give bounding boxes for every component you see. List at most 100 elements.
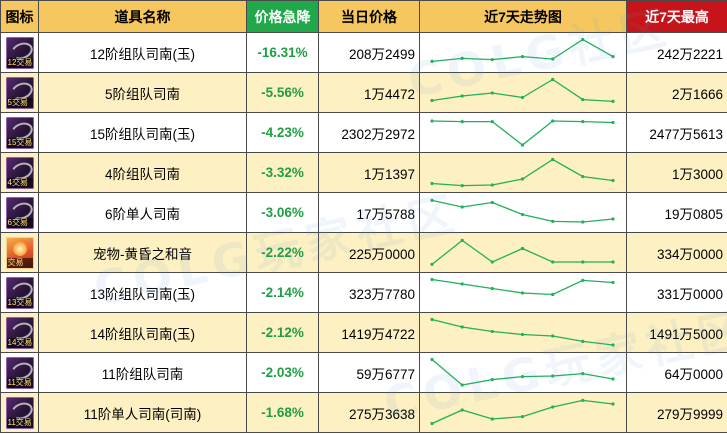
trend-line	[431, 399, 614, 424]
header-row: 图标 道具名称 价格急降 当日价格 近7天走势图 近7天最高	[0, 0, 727, 33]
trend-point	[581, 174, 585, 178]
icon-tag-label: 15交易	[6, 137, 33, 148]
trend-point	[520, 54, 525, 58]
trend-point	[611, 216, 615, 221]
trend-sparkline	[430, 398, 615, 425]
item-name: 4阶组队司南	[38, 152, 247, 193]
trend-point	[490, 90, 494, 95]
price-change: -3.32%	[246, 152, 319, 193]
trend-point	[520, 332, 525, 336]
trend-point	[581, 398, 585, 402]
column-header-trend: 近7天走势图	[419, 0, 627, 33]
current-price: 1万1397	[318, 152, 420, 193]
table-row: 5交易 5阶组队司南 -5.56% 1万4472 2万1666	[0, 72, 727, 113]
current-price: 59万6777	[318, 352, 420, 393]
trend-point	[551, 77, 555, 81]
trend-point	[430, 357, 434, 361]
trend-point	[551, 292, 555, 296]
gear-icon: 5交易	[5, 76, 34, 109]
price-change: -2.03%	[246, 352, 319, 393]
current-price: 225万0000	[318, 232, 420, 273]
pet-icon: 交易	[5, 236, 34, 269]
trend-sparkline	[430, 238, 615, 266]
table-row: 13交易 13阶组队司南(玉) -2.14% 323万7780 331万0000	[0, 272, 727, 313]
current-price: 2302万2972	[318, 112, 420, 153]
trend-line	[431, 358, 614, 386]
icon-cell: 4交易	[0, 152, 39, 193]
max-price-7d: 1万3000	[626, 152, 727, 193]
trend-point	[581, 259, 585, 264]
item-name: 5阶组队司南	[38, 72, 247, 113]
icon-tag-label: 11交易	[6, 377, 33, 388]
trend-point	[490, 200, 494, 204]
trend-point	[611, 280, 615, 284]
trend-point	[520, 212, 525, 216]
trend-point	[490, 329, 494, 333]
icon-cell: 11交易	[0, 352, 39, 393]
trend-point	[611, 342, 615, 347]
icon-cell: 5交易	[0, 72, 39, 113]
gear-icon: 13交易	[5, 276, 34, 309]
trend-point	[611, 99, 615, 103]
trend-point	[460, 238, 464, 242]
trend-cell	[419, 232, 627, 273]
trend-sparkline	[430, 77, 615, 103]
trend-point	[430, 98, 434, 102]
trend-point	[551, 157, 555, 161]
trend-point	[490, 57, 494, 61]
trend-cell	[419, 352, 627, 393]
trend-sparkline	[430, 277, 615, 296]
trend-point	[581, 371, 585, 375]
trend-point	[520, 95, 525, 99]
trend-sparkline	[430, 317, 615, 347]
table-body: 12交易 12阶组队司南(玉) -16.31% 208万2499 242万2221 5交易…	[0, 32, 727, 433]
trend-point	[430, 317, 434, 321]
current-price: 1万4472	[318, 72, 420, 113]
icon-cell: 6交易	[0, 192, 39, 233]
trend-sparkline	[430, 37, 615, 63]
icon-tag-label: 14交易	[6, 337, 33, 348]
trend-point	[490, 377, 494, 381]
icon-tag-label: 5交易	[6, 97, 33, 108]
trend-point	[551, 118, 555, 123]
icon-cell: 交易	[0, 232, 39, 273]
trend-point	[430, 181, 434, 185]
trend-point	[551, 404, 555, 409]
trend-point	[581, 219, 585, 224]
trend-cell	[419, 112, 627, 153]
trend-point	[611, 120, 615, 124]
trend-point	[520, 246, 525, 250]
icon-cell: 15交易	[0, 112, 39, 153]
max-price-7d: 279万9999	[626, 392, 727, 433]
trend-point	[460, 119, 464, 123]
trend-cell	[419, 192, 627, 233]
trend-point	[551, 219, 555, 223]
current-price: 208万2499	[318, 32, 420, 73]
icon-cell: 11交易	[0, 392, 39, 433]
trend-point	[460, 56, 464, 60]
trend-point	[490, 416, 494, 421]
icon-tag-label: 11交易	[6, 417, 33, 428]
gear-icon: 12交易	[5, 36, 34, 69]
icon-tag-label: 13交易	[6, 297, 33, 308]
trend-point	[581, 97, 585, 101]
trend-cell	[419, 312, 627, 353]
price-change: -16.31%	[246, 32, 319, 73]
max-price-7d: 331万0000	[626, 272, 727, 313]
trend-cell	[419, 72, 627, 113]
max-price-7d: 334万0000	[626, 232, 727, 273]
trend-point	[460, 281, 464, 286]
trend-point	[581, 119, 585, 123]
trend-point	[611, 178, 615, 182]
max-price-7d: 19万0805	[626, 192, 727, 233]
trend-sparkline	[430, 198, 615, 224]
trend-point	[430, 421, 434, 425]
column-header-price: 当日价格	[318, 0, 420, 33]
table-row: 11交易 11阶组队司南 -2.03% 59万6777 64万0000	[0, 352, 727, 393]
trend-line	[431, 318, 614, 346]
gear-icon: 11交易	[5, 396, 34, 429]
trend-point	[460, 93, 464, 98]
trend-point	[551, 56, 555, 61]
trend-point	[430, 59, 434, 63]
